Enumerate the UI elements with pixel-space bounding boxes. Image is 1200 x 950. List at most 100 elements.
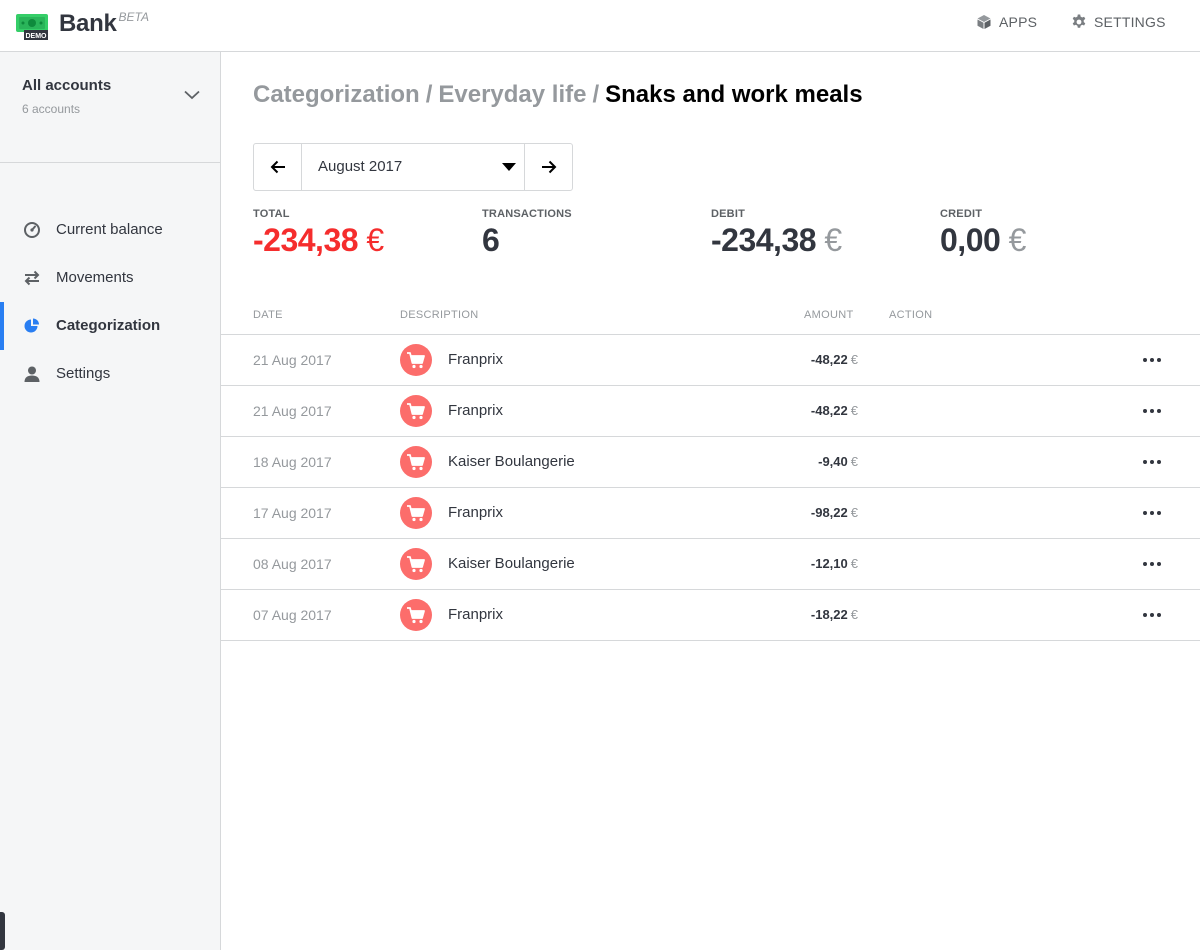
apps-link[interactable]: APPS bbox=[976, 14, 1037, 30]
row-amount: -18,22 € bbox=[811, 607, 858, 622]
stat-total: TOTAL -234,38 € bbox=[253, 208, 384, 259]
currency-symbol: € bbox=[366, 222, 384, 258]
more-options-icon[interactable] bbox=[1143, 612, 1161, 618]
table-row[interactable]: 17 Aug 2017 Franprix -98,22 € bbox=[221, 488, 1200, 539]
settings-label: SETTINGS bbox=[1094, 14, 1166, 30]
table-row[interactable]: 08 Aug 2017 Kaiser Boulangerie -12,10 € bbox=[221, 539, 1200, 590]
more-options-icon[interactable] bbox=[1143, 357, 1161, 363]
stat-value: 6 bbox=[482, 222, 500, 258]
next-month-button[interactable] bbox=[524, 144, 572, 190]
month-selector: August 2017 bbox=[253, 143, 573, 191]
row-date: 17 Aug 2017 bbox=[253, 505, 332, 521]
cube-icon bbox=[977, 15, 991, 29]
stat-value: 0,00 € bbox=[940, 222, 1026, 259]
pie-chart-icon bbox=[24, 318, 39, 333]
transfer-arrows-icon bbox=[24, 270, 40, 286]
column-header-amount: AMOUNT bbox=[804, 309, 854, 321]
stat-label: CREDIT bbox=[940, 208, 983, 220]
more-options-icon[interactable] bbox=[1143, 408, 1161, 414]
more-options-icon[interactable] bbox=[1143, 459, 1161, 465]
row-date: 21 Aug 2017 bbox=[253, 403, 332, 419]
table-row[interactable]: 21 Aug 2017 Franprix -48,22 € bbox=[221, 335, 1200, 386]
row-date: 21 Aug 2017 bbox=[253, 352, 332, 368]
row-amount: -98,22 € bbox=[811, 505, 858, 520]
debit-amount: -234,38 bbox=[711, 222, 817, 258]
page-title: Snaks and work meals bbox=[605, 81, 863, 108]
row-description: Kaiser Boulangerie bbox=[448, 555, 575, 572]
shopping-cart-icon bbox=[400, 599, 432, 631]
column-header-date: DATE bbox=[253, 309, 283, 321]
arrow-right-icon bbox=[541, 160, 556, 174]
amount-value: -18,22 bbox=[810, 607, 848, 622]
amount-value: -48,22 bbox=[810, 403, 848, 418]
currency-symbol: € bbox=[850, 607, 858, 622]
sidebar-item-categorization[interactable]: Categorization bbox=[0, 302, 220, 350]
shopping-cart-icon bbox=[400, 344, 432, 376]
amount-value: -48,22 bbox=[810, 352, 848, 367]
shopping-cart-icon bbox=[400, 548, 432, 580]
sidebar: All accounts 6 accounts Current balance … bbox=[0, 52, 221, 950]
row-amount: -48,22 € bbox=[811, 403, 858, 418]
stat-transactions: TRANSACTIONS 6 bbox=[482, 208, 572, 259]
settings-link[interactable]: SETTINGS bbox=[1071, 14, 1166, 30]
currency-symbol: € bbox=[850, 505, 858, 520]
previous-month-button[interactable] bbox=[254, 144, 302, 190]
table-row[interactable]: 07 Aug 2017 Franprix -18,22 € bbox=[221, 590, 1200, 641]
row-description: Franprix bbox=[448, 351, 504, 368]
sidebar-item-current-balance[interactable]: Current balance bbox=[0, 206, 220, 254]
row-description: Franprix bbox=[448, 606, 504, 623]
amount-value: -9,40 bbox=[818, 454, 848, 469]
breadcrumb-separator: / bbox=[592, 81, 600, 108]
brand[interactable]: DEMO Bank BETA bbox=[16, 10, 149, 42]
column-header-description: DESCRIPTION bbox=[400, 309, 479, 321]
table-header-divider bbox=[221, 334, 1200, 335]
sidebar-item-label: Categorization bbox=[56, 317, 161, 334]
caret-down-icon[interactable] bbox=[502, 163, 516, 171]
credit-amount: 0,00 bbox=[940, 222, 1001, 258]
sidebar-item-settings[interactable]: Settings bbox=[0, 350, 220, 398]
sidebar-item-label: Current balance bbox=[56, 221, 163, 238]
month-select-value[interactable]: August 2017 bbox=[318, 158, 403, 175]
amount-value: -98,22 bbox=[810, 505, 848, 520]
more-options-icon[interactable] bbox=[1143, 561, 1161, 567]
currency-symbol: € bbox=[850, 403, 858, 418]
arrow-left-icon bbox=[270, 160, 285, 174]
table-row[interactable]: 21 Aug 2017 Franprix -48,22 € bbox=[221, 386, 1200, 437]
total-amount: -234,38 bbox=[253, 222, 359, 258]
app-name: Bank bbox=[59, 10, 117, 37]
row-date: 08 Aug 2017 bbox=[253, 556, 332, 572]
scrollbar-thumb[interactable] bbox=[0, 912, 5, 950]
stat-value: -234,38 € bbox=[253, 222, 384, 259]
stat-value: -234,38 € bbox=[711, 222, 842, 259]
amount-value: -12,10 bbox=[810, 556, 848, 571]
breadcrumb-everyday-life[interactable]: Everyday life bbox=[438, 81, 587, 108]
shopping-cart-icon bbox=[400, 395, 432, 427]
breadcrumb: Categorization / Everyday life / Snaks and w… bbox=[253, 81, 863, 109]
account-selector[interactable]: All accounts 6 accounts bbox=[0, 52, 220, 163]
row-date: 07 Aug 2017 bbox=[253, 607, 332, 623]
table-row[interactable]: 18 Aug 2017 Kaiser Boulangerie -9,40 € bbox=[221, 437, 1200, 488]
currency-symbol: € bbox=[850, 454, 858, 469]
sidebar-item-label: Movements bbox=[56, 269, 134, 286]
account-title: All accounts bbox=[22, 77, 112, 94]
shopping-cart-icon bbox=[400, 446, 432, 478]
gauge-icon bbox=[24, 222, 40, 238]
breadcrumb-separator: / bbox=[425, 81, 433, 108]
sidebar-item-movements[interactable]: Movements bbox=[0, 254, 220, 302]
stat-label: DEBIT bbox=[711, 208, 745, 220]
row-description: Franprix bbox=[448, 504, 504, 521]
stat-label: TOTAL bbox=[253, 208, 290, 220]
sidebar-item-label: Settings bbox=[56, 365, 111, 382]
chevron-down-icon bbox=[184, 90, 200, 100]
shopping-cart-icon bbox=[400, 497, 432, 529]
row-amount: -48,22 € bbox=[811, 352, 858, 367]
more-options-icon[interactable] bbox=[1143, 510, 1161, 516]
apps-label: APPS bbox=[999, 14, 1038, 30]
stat-debit: DEBIT -234,38 € bbox=[711, 208, 842, 259]
row-date: 18 Aug 2017 bbox=[253, 454, 332, 470]
top-bar: DEMO Bank BETA APPS SETTINGS bbox=[0, 0, 1200, 52]
row-amount: -12,10 € bbox=[811, 556, 858, 571]
gear-icon bbox=[1072, 14, 1086, 28]
logo-label: DEMO bbox=[26, 33, 48, 40]
breadcrumb-categorization[interactable]: Categorization bbox=[253, 81, 420, 108]
